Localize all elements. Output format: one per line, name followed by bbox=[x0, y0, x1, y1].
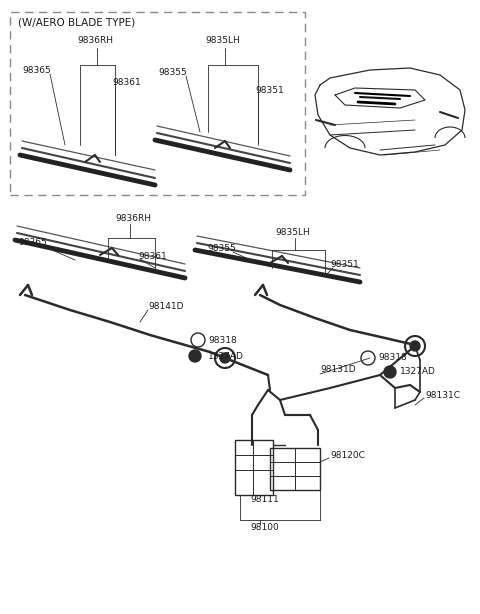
Text: 9835LH: 9835LH bbox=[275, 228, 310, 236]
Circle shape bbox=[384, 366, 396, 378]
Text: 98131D: 98131D bbox=[320, 365, 356, 375]
Text: 9835LH: 9835LH bbox=[205, 36, 240, 44]
Text: 98361: 98361 bbox=[112, 77, 141, 87]
Text: 9836RH: 9836RH bbox=[77, 36, 113, 44]
Bar bbox=[235, 440, 273, 495]
Text: 9836RH: 9836RH bbox=[115, 214, 151, 222]
Text: 98318: 98318 bbox=[378, 354, 407, 362]
Bar bbox=[270, 448, 320, 490]
Circle shape bbox=[220, 353, 230, 363]
Text: 98100: 98100 bbox=[250, 524, 279, 532]
Text: 98365: 98365 bbox=[22, 66, 51, 74]
Text: 98355: 98355 bbox=[207, 244, 236, 252]
Text: 98361: 98361 bbox=[138, 252, 167, 260]
Text: 98131C: 98131C bbox=[425, 391, 460, 400]
Text: 98141D: 98141D bbox=[148, 301, 183, 311]
Text: 98365: 98365 bbox=[18, 238, 47, 246]
Text: (W/AERO BLADE TYPE): (W/AERO BLADE TYPE) bbox=[18, 17, 135, 27]
Circle shape bbox=[189, 350, 201, 362]
Text: 98355: 98355 bbox=[158, 68, 187, 77]
Text: 1327AD: 1327AD bbox=[208, 351, 244, 360]
Text: 98120C: 98120C bbox=[330, 451, 365, 459]
Bar bbox=[10, 12, 305, 195]
Text: 98351: 98351 bbox=[330, 260, 359, 268]
Text: 1327AD: 1327AD bbox=[400, 368, 436, 376]
Text: 98351: 98351 bbox=[255, 85, 284, 95]
Text: 98318: 98318 bbox=[208, 335, 237, 344]
Circle shape bbox=[410, 341, 420, 351]
Text: 98111: 98111 bbox=[250, 495, 279, 505]
